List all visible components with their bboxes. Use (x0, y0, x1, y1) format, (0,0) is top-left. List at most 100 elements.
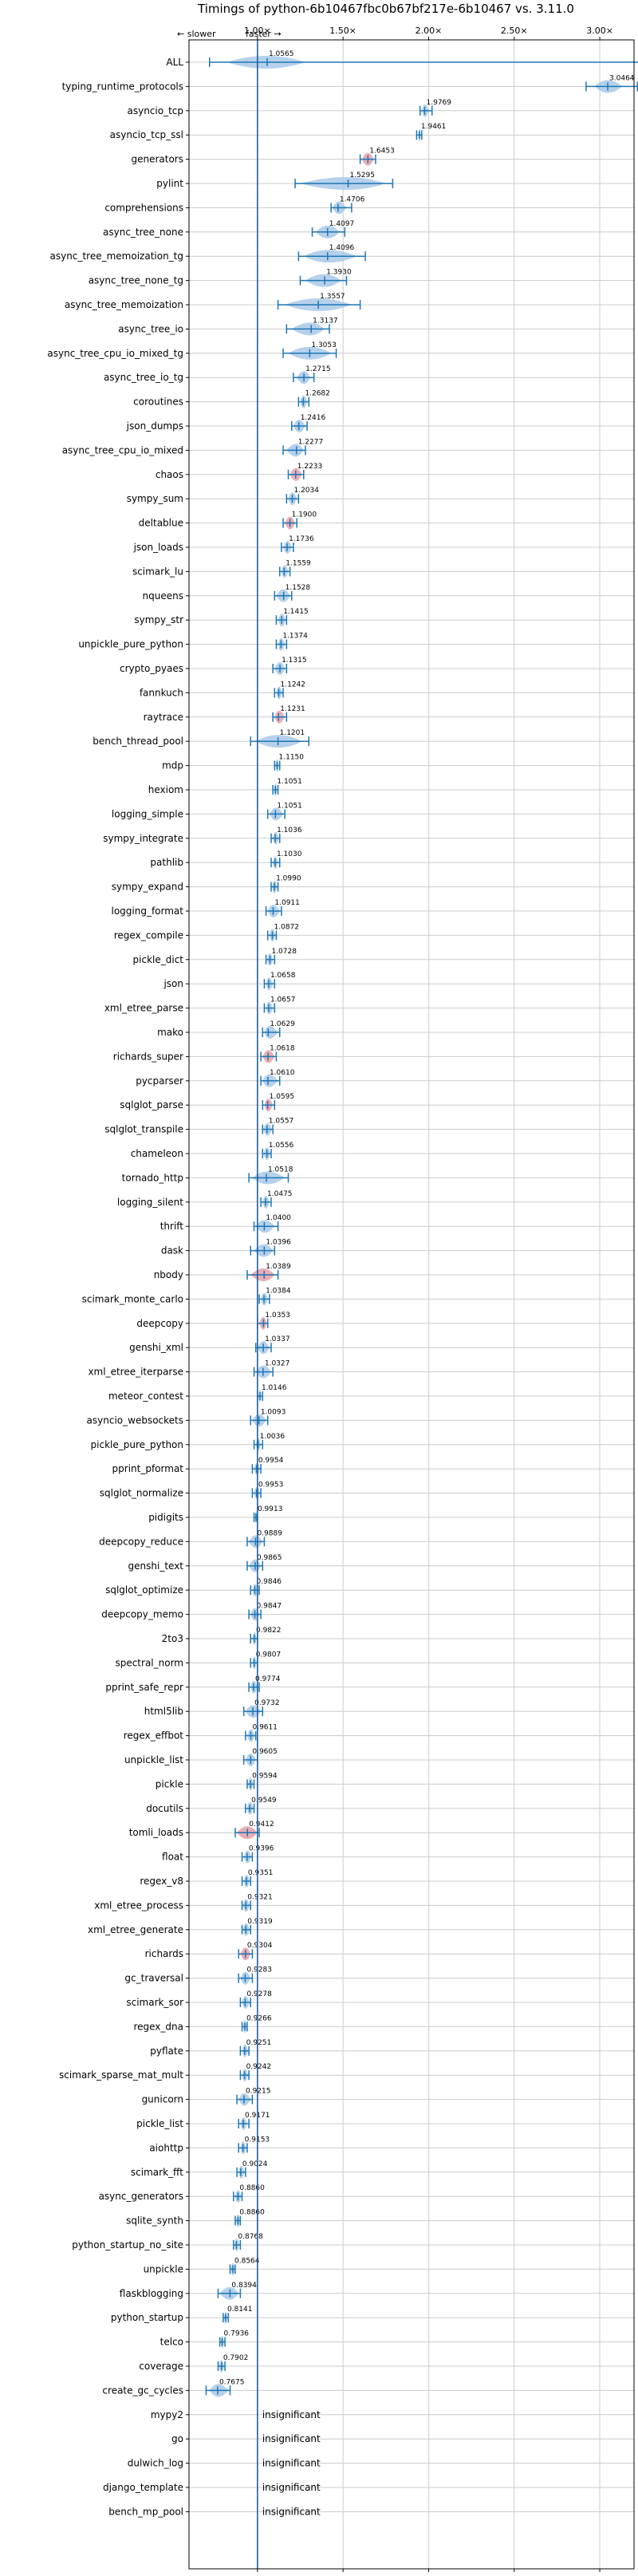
value-label: 0.9611 (252, 1724, 278, 1732)
value-label: 1.1736 (289, 535, 314, 543)
benchmark-label: regex_effbot (124, 1730, 184, 1742)
benchmark-label: scimark_sparse_mat_mult (59, 2069, 183, 2081)
benchmark-label: pickle_list (136, 2118, 183, 2129)
benchmark-label: regex_compile (114, 929, 183, 941)
benchmark-label: logging_simple (112, 808, 183, 819)
benchmark-label: float (162, 1852, 183, 1863)
value-label: 0.9605 (252, 1748, 278, 1756)
benchmark-label: asyncio_tcp_ssl (110, 129, 183, 140)
benchmark-label: async_tree_cpu_io_mixed_tg (47, 348, 183, 359)
benchmark-label: django_template (103, 2482, 183, 2493)
value-label: 0.9278 (246, 1990, 272, 1998)
insignificant-label: insignificant (262, 2458, 321, 2469)
x-tick-label-bottom: 1.50× (329, 2574, 356, 2576)
value-label: 1.1036 (277, 826, 302, 834)
value-label: 0.8141 (227, 2306, 253, 2314)
value-label: 1.2416 (301, 414, 326, 422)
value-label: 1.1150 (279, 754, 305, 762)
value-label: 1.0556 (269, 1142, 294, 1150)
value-label: 0.7902 (223, 2354, 249, 2362)
value-label: 0.9251 (246, 2039, 272, 2047)
value-label: 1.0518 (268, 1166, 293, 1174)
benchmark-label: xml_etree_parse (104, 1003, 183, 1014)
value-label: 1.0629 (270, 1020, 295, 1028)
value-label: 0.7936 (224, 2330, 250, 2338)
benchmark-labels: ALL typing_runtime_protocols asyncio_tcpas… (47, 57, 183, 2517)
benchmark-label: unpickle (144, 2263, 183, 2274)
benchmark-label: pidigits (148, 1512, 183, 1523)
benchmark-label: async_tree_none (103, 227, 183, 238)
benchmark-label: sqlglot_transpile (104, 1124, 183, 1135)
value-label: 1.0595 (270, 1093, 295, 1101)
value-label: 1.0618 (270, 1044, 295, 1052)
x-tick-label-top: 1.50× (329, 26, 356, 36)
value-label: 1.0036 (260, 1433, 286, 1441)
value-label: 3.0464 (609, 74, 635, 82)
value-label: 1.2233 (297, 463, 323, 471)
benchmark-label: json (163, 978, 183, 989)
slower-direction-label: ← slower (177, 29, 216, 39)
benchmark-label: go (171, 2433, 183, 2444)
value-label: 0.9549 (251, 1797, 277, 1805)
x-tick-label-bottom: 3.00× (586, 2574, 613, 2576)
value-label: 0.9732 (254, 1699, 280, 1707)
insignificant-label: insignificant (262, 2433, 321, 2444)
benchmark-label: async_tree_none_tg (89, 275, 183, 286)
grid-lines (189, 40, 634, 2569)
insignificant-label: insignificant (262, 2482, 321, 2493)
benchmark-label: sympy_str (134, 614, 183, 625)
benchmark-label: pyflate (150, 2045, 183, 2057)
benchmark-label: chameleon (131, 1148, 183, 1159)
value-label: 0.9242 (246, 2063, 272, 2071)
benchmark-label: html5lib (144, 1706, 183, 1717)
value-label: 0.9807 (256, 1651, 282, 1659)
value-label: 1.3137 (313, 317, 338, 325)
benchmark-label: raytrace (144, 712, 183, 723)
benchmark-label: xml_etree_iterparse (88, 1367, 183, 1378)
value-label: 1.2034 (293, 487, 319, 495)
benchmark-label: logging_format (111, 905, 183, 917)
x-tick-label-bottom: 2.00× (415, 2574, 443, 2576)
benchmark-label: sqlite_synth (126, 2215, 183, 2227)
benchmark-label: async_tree_memoization_tg (50, 250, 183, 262)
benchmark-label: async_tree_cpu_io_mixed (62, 444, 183, 456)
value-label: 1.0353 (265, 1312, 290, 1320)
value-label: 0.9024 (242, 2160, 268, 2168)
benchmark-label: telco (160, 2337, 183, 2348)
benchmark-label: sympy_integrate (103, 833, 183, 844)
benchmark-label: 2to3 (162, 1633, 183, 1644)
value-label: 1.1030 (277, 850, 302, 858)
benchmark-label: coverage (139, 2361, 183, 2372)
value-label: 0.9283 (246, 1967, 272, 1974)
benchmark-label: sympy_expand (112, 882, 183, 893)
value-label: 1.0093 (261, 1408, 286, 1416)
benchmark-label: scimark_sor (126, 1997, 183, 2008)
benchmark-label: scimark_monte_carlo (82, 1293, 183, 1304)
value-label: 0.9865 (257, 1554, 282, 1562)
x-tick-label-top: 1.00× (244, 26, 271, 36)
benchmark-label: pathlib (150, 857, 183, 868)
benchmark-label: flaskblogging (120, 2288, 183, 2299)
benchmark-label: create_gc_cycles (102, 2385, 183, 2396)
benchmark-label: mypy2 (151, 2409, 183, 2420)
benchmark-label: regex_v8 (140, 1876, 183, 1887)
benchmark-label: bench_mp_pool (108, 2506, 183, 2517)
benchmark-label: deltablue (139, 518, 183, 529)
value-label: 1.0911 (274, 899, 300, 907)
value-label: 1.1559 (286, 559, 311, 567)
benchmark-label: async_generators (99, 2191, 183, 2202)
value-label: 1.1201 (280, 729, 305, 737)
benchmark-label: hexiom (148, 784, 183, 795)
value-label: 1.0400 (266, 1214, 291, 1222)
benchmark-label: scimark_lu (132, 566, 183, 577)
value-label: 0.9215 (246, 2088, 271, 2096)
value-label: 1.0565 (269, 50, 294, 58)
insignificant-label: insignificant (262, 2506, 321, 2517)
benchmark-label: tornado_http (122, 1172, 183, 1183)
benchmark-label: gunicorn (142, 2094, 183, 2105)
benchmark-label: nbody (154, 1269, 183, 1280)
benchmark-label: json_dumps (126, 420, 183, 432)
value-label: 1.0146 (262, 1384, 287, 1392)
value-label: 0.9304 (247, 1942, 273, 1950)
value-label: 0.9594 (252, 1772, 278, 1780)
